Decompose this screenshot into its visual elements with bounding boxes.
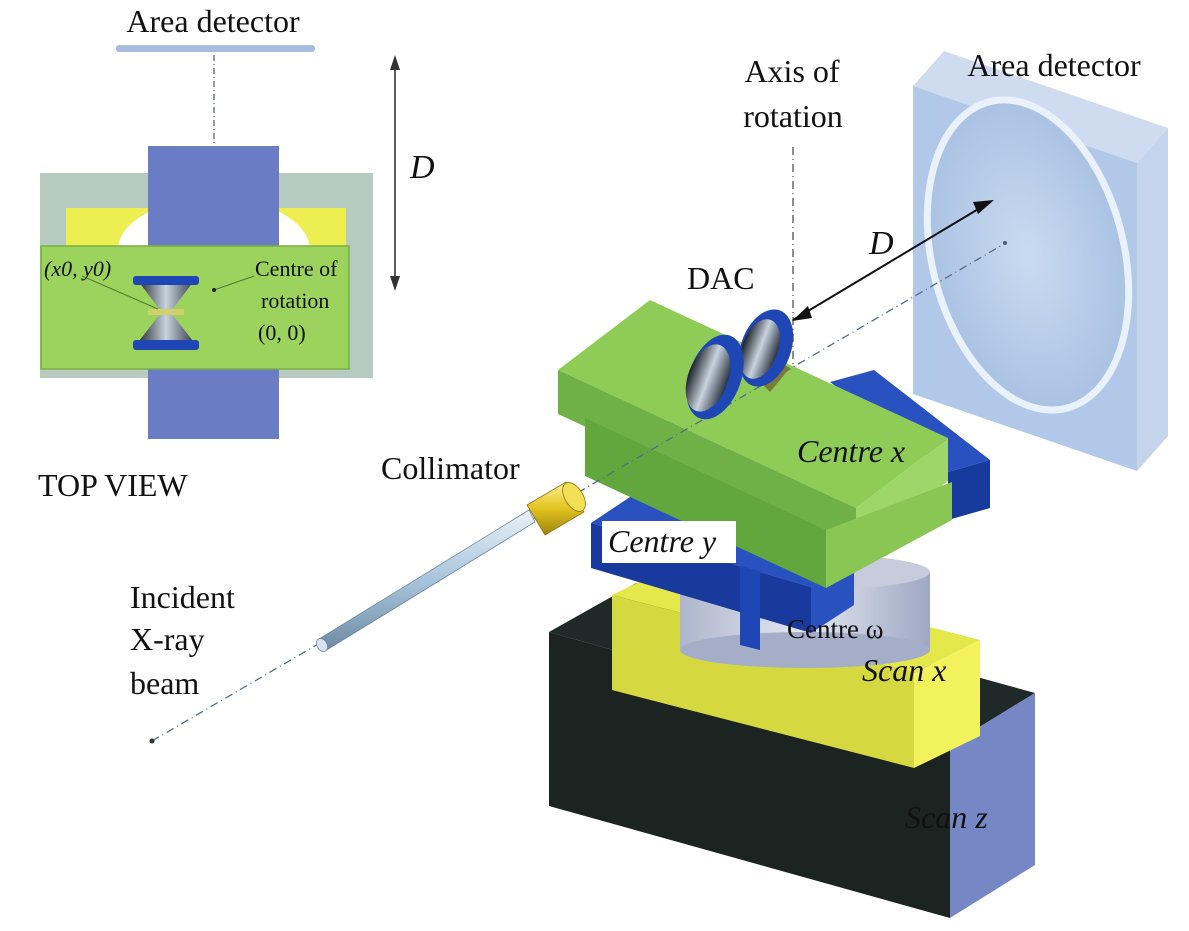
centre-x-label: Centre x	[797, 433, 905, 469]
beam-tube	[315, 509, 536, 652]
top-view-D-arrow-head-bottom	[390, 276, 400, 291]
dac-cell	[685, 309, 794, 420]
top-view-area-detector-label: Area detector	[126, 3, 300, 39]
top-view-D-arrow-head-top	[390, 55, 400, 70]
top-view-centre-leader	[213, 275, 255, 291]
detector-face-ring	[923, 96, 1133, 414]
top-view-centre-label-2: rotation	[261, 288, 329, 313]
incident-beam-label-1: Incident	[130, 579, 235, 615]
top-view-lower-anvil-disc	[133, 340, 199, 350]
top-view-caption: TOP VIEW	[38, 467, 188, 503]
top-view-centre-dot	[212, 288, 216, 292]
top-view-panel: Area detector D (x0, y0) Centre of rotat…	[38, 3, 435, 503]
top-view-upper-anvil-disc	[133, 276, 199, 285]
collimator-label: Collimator	[381, 450, 520, 486]
incident-beam-label-2: X-ray	[130, 621, 205, 657]
centre-y-label: Centre y	[608, 523, 717, 559]
top-view-x0y0-leader	[81, 275, 159, 310]
scan-z-label: Scan z	[905, 799, 988, 835]
top-view-gasket	[148, 309, 184, 315]
main-D-arrow-head-end	[973, 200, 994, 214]
top-view-centre-label-1: Centre of	[255, 256, 338, 281]
main-D-arrow	[792, 204, 986, 321]
collimator	[526, 481, 586, 536]
top-view-centre-label-3: (0, 0)	[258, 320, 306, 345]
centre-y-label-bg	[602, 521, 736, 563]
dac-label: DAC	[687, 260, 755, 296]
main-view: Axis of rotation Area detector D DAC Col…	[130, 47, 1168, 918]
top-view-D-label: D	[409, 149, 435, 186]
main-area-detector-label: Area detector	[967, 47, 1141, 83]
main-D-label: D	[868, 225, 894, 262]
main-D-arrow-head-start	[792, 306, 812, 321]
top-view-x0y0-label: (x0, y0)	[44, 256, 111, 281]
centre-x-stage	[558, 300, 952, 588]
top-view-upper-anvil	[136, 278, 196, 310]
top-view-detector-bar	[116, 45, 315, 52]
top-view-lower-anvil	[136, 314, 196, 345]
axis-of-rotation-label-1: Axis of	[744, 53, 839, 89]
axis-of-rotation-label-2: rotation	[743, 98, 843, 134]
centre-omega-label: Centre ω	[787, 614, 884, 644]
scan-x-label: Scan x	[862, 652, 946, 688]
incident-beam-label-3: beam	[130, 665, 199, 701]
area-detector-box	[913, 51, 1168, 471]
